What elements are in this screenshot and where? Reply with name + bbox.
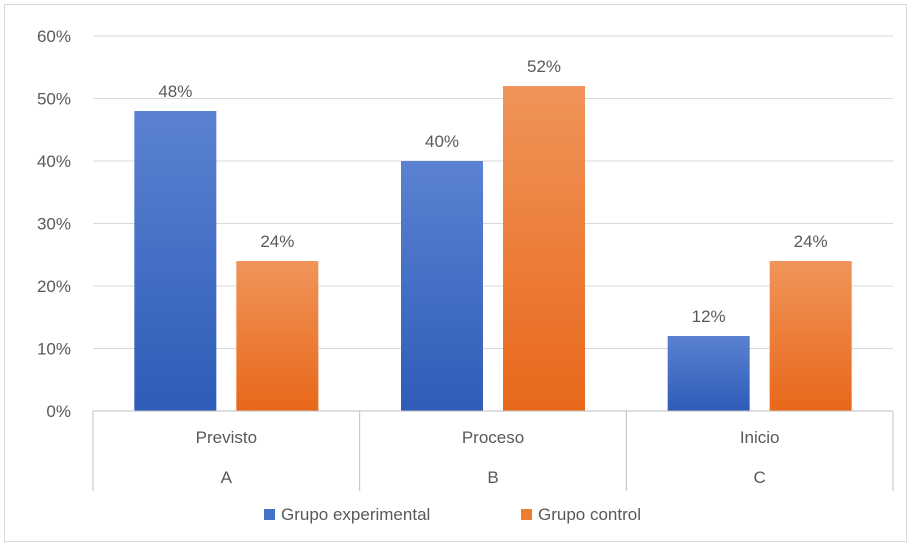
category-label: Inicio xyxy=(740,428,780,447)
data-label: 24% xyxy=(260,232,294,251)
bar-chart: 0%10%20%30%40%50%60% 48%24%40%52%12%24% … xyxy=(5,5,908,543)
y-tick-label: 50% xyxy=(37,90,71,109)
legend-swatch xyxy=(521,509,532,520)
legend-label: Grupo experimental xyxy=(281,505,430,524)
data-label: 48% xyxy=(158,82,192,101)
category-group-label: A xyxy=(221,468,233,487)
bar xyxy=(770,261,852,411)
y-tick-label: 60% xyxy=(37,27,71,46)
category-label: Previsto xyxy=(196,428,257,447)
category-group-label: B xyxy=(487,468,498,487)
bar xyxy=(668,336,750,411)
category-label: Proceso xyxy=(462,428,524,447)
y-tick-label: 20% xyxy=(37,277,71,296)
data-label: 52% xyxy=(527,57,561,76)
y-tick-label: 30% xyxy=(37,215,71,234)
bars xyxy=(134,86,851,411)
x-axis: Previsto A Proceso B Inicio C xyxy=(93,411,893,491)
y-tick-label: 40% xyxy=(37,152,71,171)
category-group-label: C xyxy=(754,468,766,487)
bar xyxy=(236,261,318,411)
legend-swatch xyxy=(264,509,275,520)
y-tick-label: 10% xyxy=(37,340,71,359)
chart-frame: 0% 10% 20% 30% 40% 50% 60% 48% 24% 40% 52% 12% 24% … xyxy=(4,4,907,542)
data-label: 24% xyxy=(794,232,828,251)
legend-label: Grupo control xyxy=(538,505,641,524)
legend: Grupo experimental Grupo control xyxy=(264,505,641,524)
data-label: 40% xyxy=(425,132,459,151)
bar xyxy=(503,86,585,411)
y-axis-tick-labels: 0% 10% 20% 30% 40% 50% 60% xyxy=(37,27,71,421)
data-label: 12% xyxy=(692,307,726,326)
y-tick-label: 0% xyxy=(46,402,71,421)
bar xyxy=(401,161,483,411)
bar xyxy=(134,111,216,411)
